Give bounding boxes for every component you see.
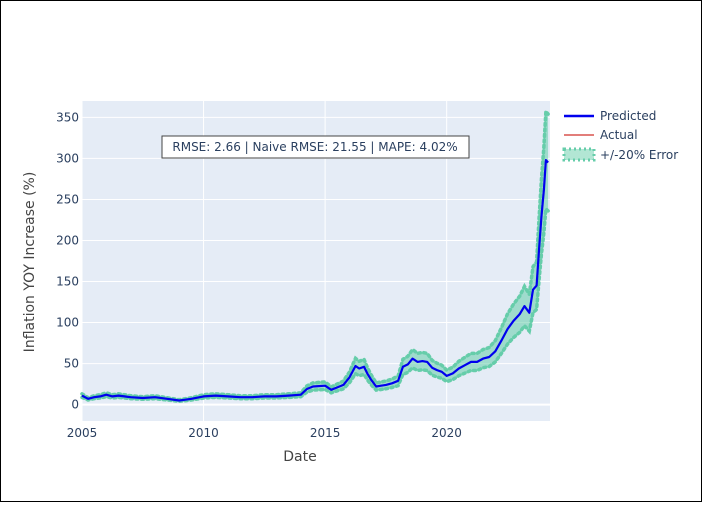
legend-label-actual: Actual [600, 128, 638, 142]
legend-swatch-error-band [562, 147, 596, 162]
y-tick-label-100: 100 [56, 316, 79, 330]
y-tick-labels: 0 50 100 150 200 250 300 350 [56, 110, 79, 411]
y-tick-label-150: 150 [56, 275, 79, 289]
legend-item-error-band[interactable]: +/-20% Error [562, 147, 678, 162]
x-tick-labels: 2005 2010 2015 2020 [67, 426, 462, 440]
x-tick-label-2015: 2015 [310, 426, 341, 440]
legend-label-predicted: Predicted [600, 109, 656, 123]
legend-item-actual[interactable]: Actual [564, 128, 638, 142]
y-tick-label-200: 200 [56, 233, 79, 247]
annotation-box [161, 135, 470, 159]
y-tick-label-300: 300 [56, 151, 79, 165]
x-axis-title: Date [283, 449, 316, 465]
y-axis-title: Inflation YOY Increase (%) [22, 172, 38, 353]
legend-label-error-band: +/-20% Error [600, 148, 678, 162]
series-line-layer [81, 158, 549, 402]
predicted-series-line [81, 159, 549, 402]
x-tick-label-2010: 2010 [188, 426, 219, 440]
y-gridlines [82, 116, 550, 406]
metrics-annotation: RMSE: 2.66 | Naive RMSE: 21.55 | MAPE: 4… [161, 135, 470, 159]
legend-item-predicted[interactable]: Predicted [564, 109, 656, 123]
y-tick-label-50: 50 [64, 357, 79, 371]
y-tick-label-0: 0 [71, 398, 79, 412]
y-tick-label-250: 250 [56, 192, 79, 206]
x-tick-label-2020: 2020 [431, 426, 462, 440]
annotation-text: RMSE: 2.66 | Naive RMSE: 21.55 | MAPE: 4… [172, 140, 457, 154]
x-tick-label-2005: 2005 [67, 426, 98, 440]
y-tick-label-350: 350 [56, 110, 79, 124]
legend: Predicted Actual +/-20% Error [562, 109, 678, 162]
